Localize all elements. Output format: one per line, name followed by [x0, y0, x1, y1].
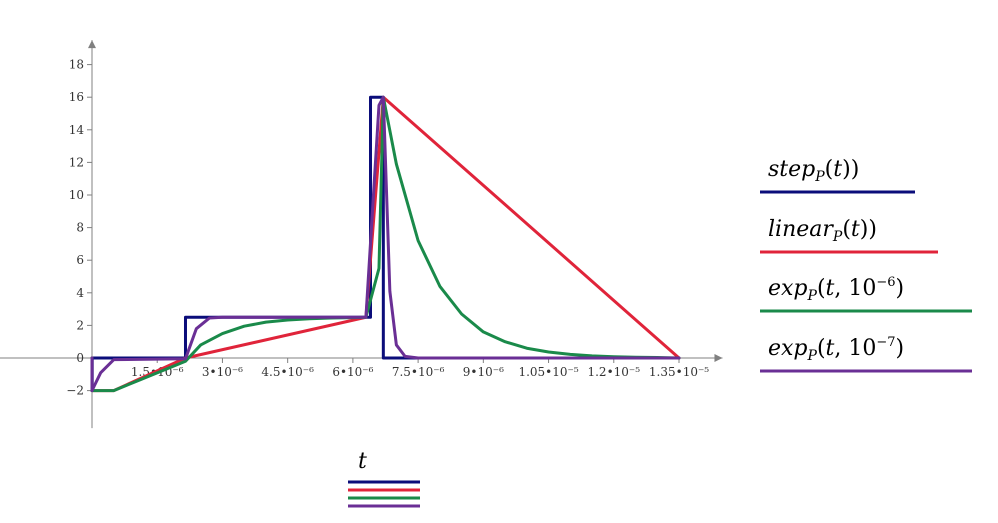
x-tick-label: 1.05•10⁻⁵ [518, 365, 578, 379]
legend-label: stepP(t)) [768, 157, 859, 185]
y-tick-label: 16 [69, 90, 84, 104]
legend-entry-2: linearP(t)) [760, 217, 938, 254]
x-tick-label: 1.2•10⁻⁵ [587, 365, 640, 379]
x-tick-label: 7.5•10⁻⁶ [392, 365, 445, 379]
legend-entry-4: expP(t, 10−7) [760, 335, 972, 373]
y-axis-arrow [88, 40, 96, 49]
y-tick-label: 18 [69, 58, 84, 72]
legend-label: linearP(t)) [768, 217, 877, 245]
y-tick-label: 2 [76, 318, 84, 332]
y-tick-label: −2 [66, 384, 84, 398]
y-tick-label: 12 [69, 155, 84, 169]
x-variable-legend: t [348, 449, 420, 508]
y-tick-label: 8 [76, 221, 84, 235]
x-tick-label: 3•10⁻⁶ [202, 365, 243, 379]
legend-label: expP(t, 10−6) [768, 275, 904, 304]
series-layer [90, 95, 681, 393]
y-tick-label: 0 [76, 351, 84, 365]
x-axis-label: t [358, 449, 367, 474]
x-tick-label: 6•10⁻⁶ [332, 365, 373, 379]
legend: stepP(t)) linearP(t)) expP(t, 10−6) expP(t,… [760, 157, 972, 373]
y-tick-label: 14 [69, 123, 85, 137]
x-tick-label: 1.35•10⁻⁵ [649, 365, 709, 379]
legend-entry-1: stepP(t)) [760, 157, 915, 194]
x-tick-label: 4.5•10⁻⁶ [261, 365, 314, 379]
legend-entry-3: expP(t, 10−6) [760, 275, 972, 313]
series-line-4 [90, 95, 681, 393]
x-tick-label: 9•10⁻⁶ [463, 365, 504, 379]
y-tick-label: 6 [76, 253, 84, 267]
y-tick-label: 4 [76, 286, 84, 300]
x-axis-arrow [714, 354, 723, 362]
legend-label: expP(t, 10−7) [768, 335, 904, 364]
y-tick-label: 10 [69, 188, 84, 202]
